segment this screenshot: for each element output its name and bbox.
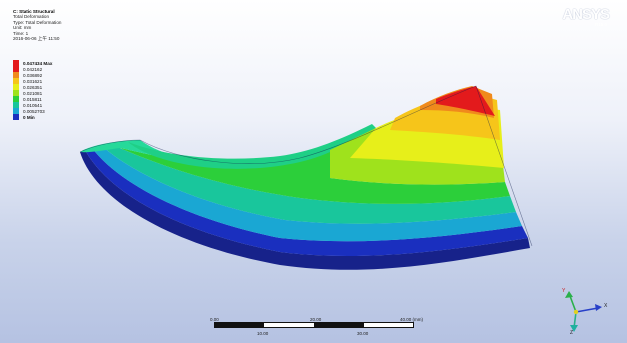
scale-segment [314, 322, 364, 328]
legend-label: 0.0052703 [23, 108, 45, 114]
info-line: Total Deformation [13, 14, 50, 20]
band-cyan [102, 146, 516, 224]
band-blue [92, 146, 522, 242]
scale-sub-label: 30.00 [357, 331, 369, 336]
ansys-version: R15.0 [594, 22, 607, 27]
legend-swatch [13, 84, 19, 90]
legend-swatch [13, 90, 19, 96]
legend-max-label: 0.047434 Max [23, 60, 53, 66]
legend-row: 0.031621 [13, 78, 52, 84]
legend-swatch [13, 102, 19, 108]
scale-tick-label: 20.00 [310, 317, 322, 322]
ansys-logo: ANSYS [562, 6, 610, 23]
scale-segment [364, 322, 414, 328]
scale-sub-label: 10.00 [257, 331, 269, 336]
legend-swatch [13, 114, 19, 120]
legend-row: 0.036892 [13, 72, 52, 78]
legend-label: 0.036892 [23, 72, 43, 78]
band-red [436, 86, 495, 116]
legend-label: 0.026351 [23, 84, 43, 90]
band-green [120, 148, 510, 204]
legend-row: 0.010541 [13, 102, 52, 108]
contour-legend[interactable]: 0.047434 Max 0.042162 0.036892 0.031621 … [13, 58, 52, 120]
scale-tick-label: 40.00 (mm) [400, 317, 424, 322]
legend-swatch [13, 60, 19, 66]
axis-triad[interactable]: X Y Z [550, 286, 610, 336]
legend-swatch [13, 78, 19, 84]
legend-row: 0.026351 [13, 84, 52, 90]
model-outline [79, 85, 533, 247]
model-bottom-edge [80, 150, 530, 270]
scale-segment [264, 322, 314, 328]
info-line: Unit: mm [13, 25, 32, 31]
legend-row: 0.021081 [13, 90, 52, 96]
legend-label: 0.021081 [23, 90, 43, 96]
legend-swatch [13, 108, 19, 114]
scale-segment [214, 322, 264, 328]
legend-swatch [13, 66, 19, 72]
legend-row: 0.042162 [13, 66, 52, 72]
result-info: C: Static Structural Total Deformation T… [13, 9, 61, 41]
legend-label: 0 Min [23, 114, 35, 120]
legend-label: 0.015811 [23, 96, 42, 102]
legend-swatch [13, 72, 19, 78]
legend-label: 0.031621 [23, 78, 43, 84]
legend-row: 0.015811 [13, 96, 52, 102]
analysis-title: C: Static Structural [13, 9, 55, 14]
axis-label-y: Y [562, 288, 566, 294]
legend-max: 0.047434 Max [13, 60, 52, 66]
info-line: 2016-06-06 上午 11:50 [13, 36, 60, 42]
legend-label: 0.042162 [23, 66, 43, 72]
axis-label-z: Z [570, 330, 573, 336]
legend-row: 0.0052703 [13, 108, 52, 114]
info-line: Time: 1 [13, 30, 29, 36]
axis-label-x: X [604, 303, 608, 309]
legend-label: 0.010541 [23, 102, 43, 108]
scale-tick-label: 0.00 [210, 317, 219, 322]
scale-bar [214, 322, 414, 328]
legend-row: 0 Min [13, 114, 52, 120]
info-line: Type: Total Deformation [13, 19, 62, 25]
legend-swatch [13, 96, 19, 102]
